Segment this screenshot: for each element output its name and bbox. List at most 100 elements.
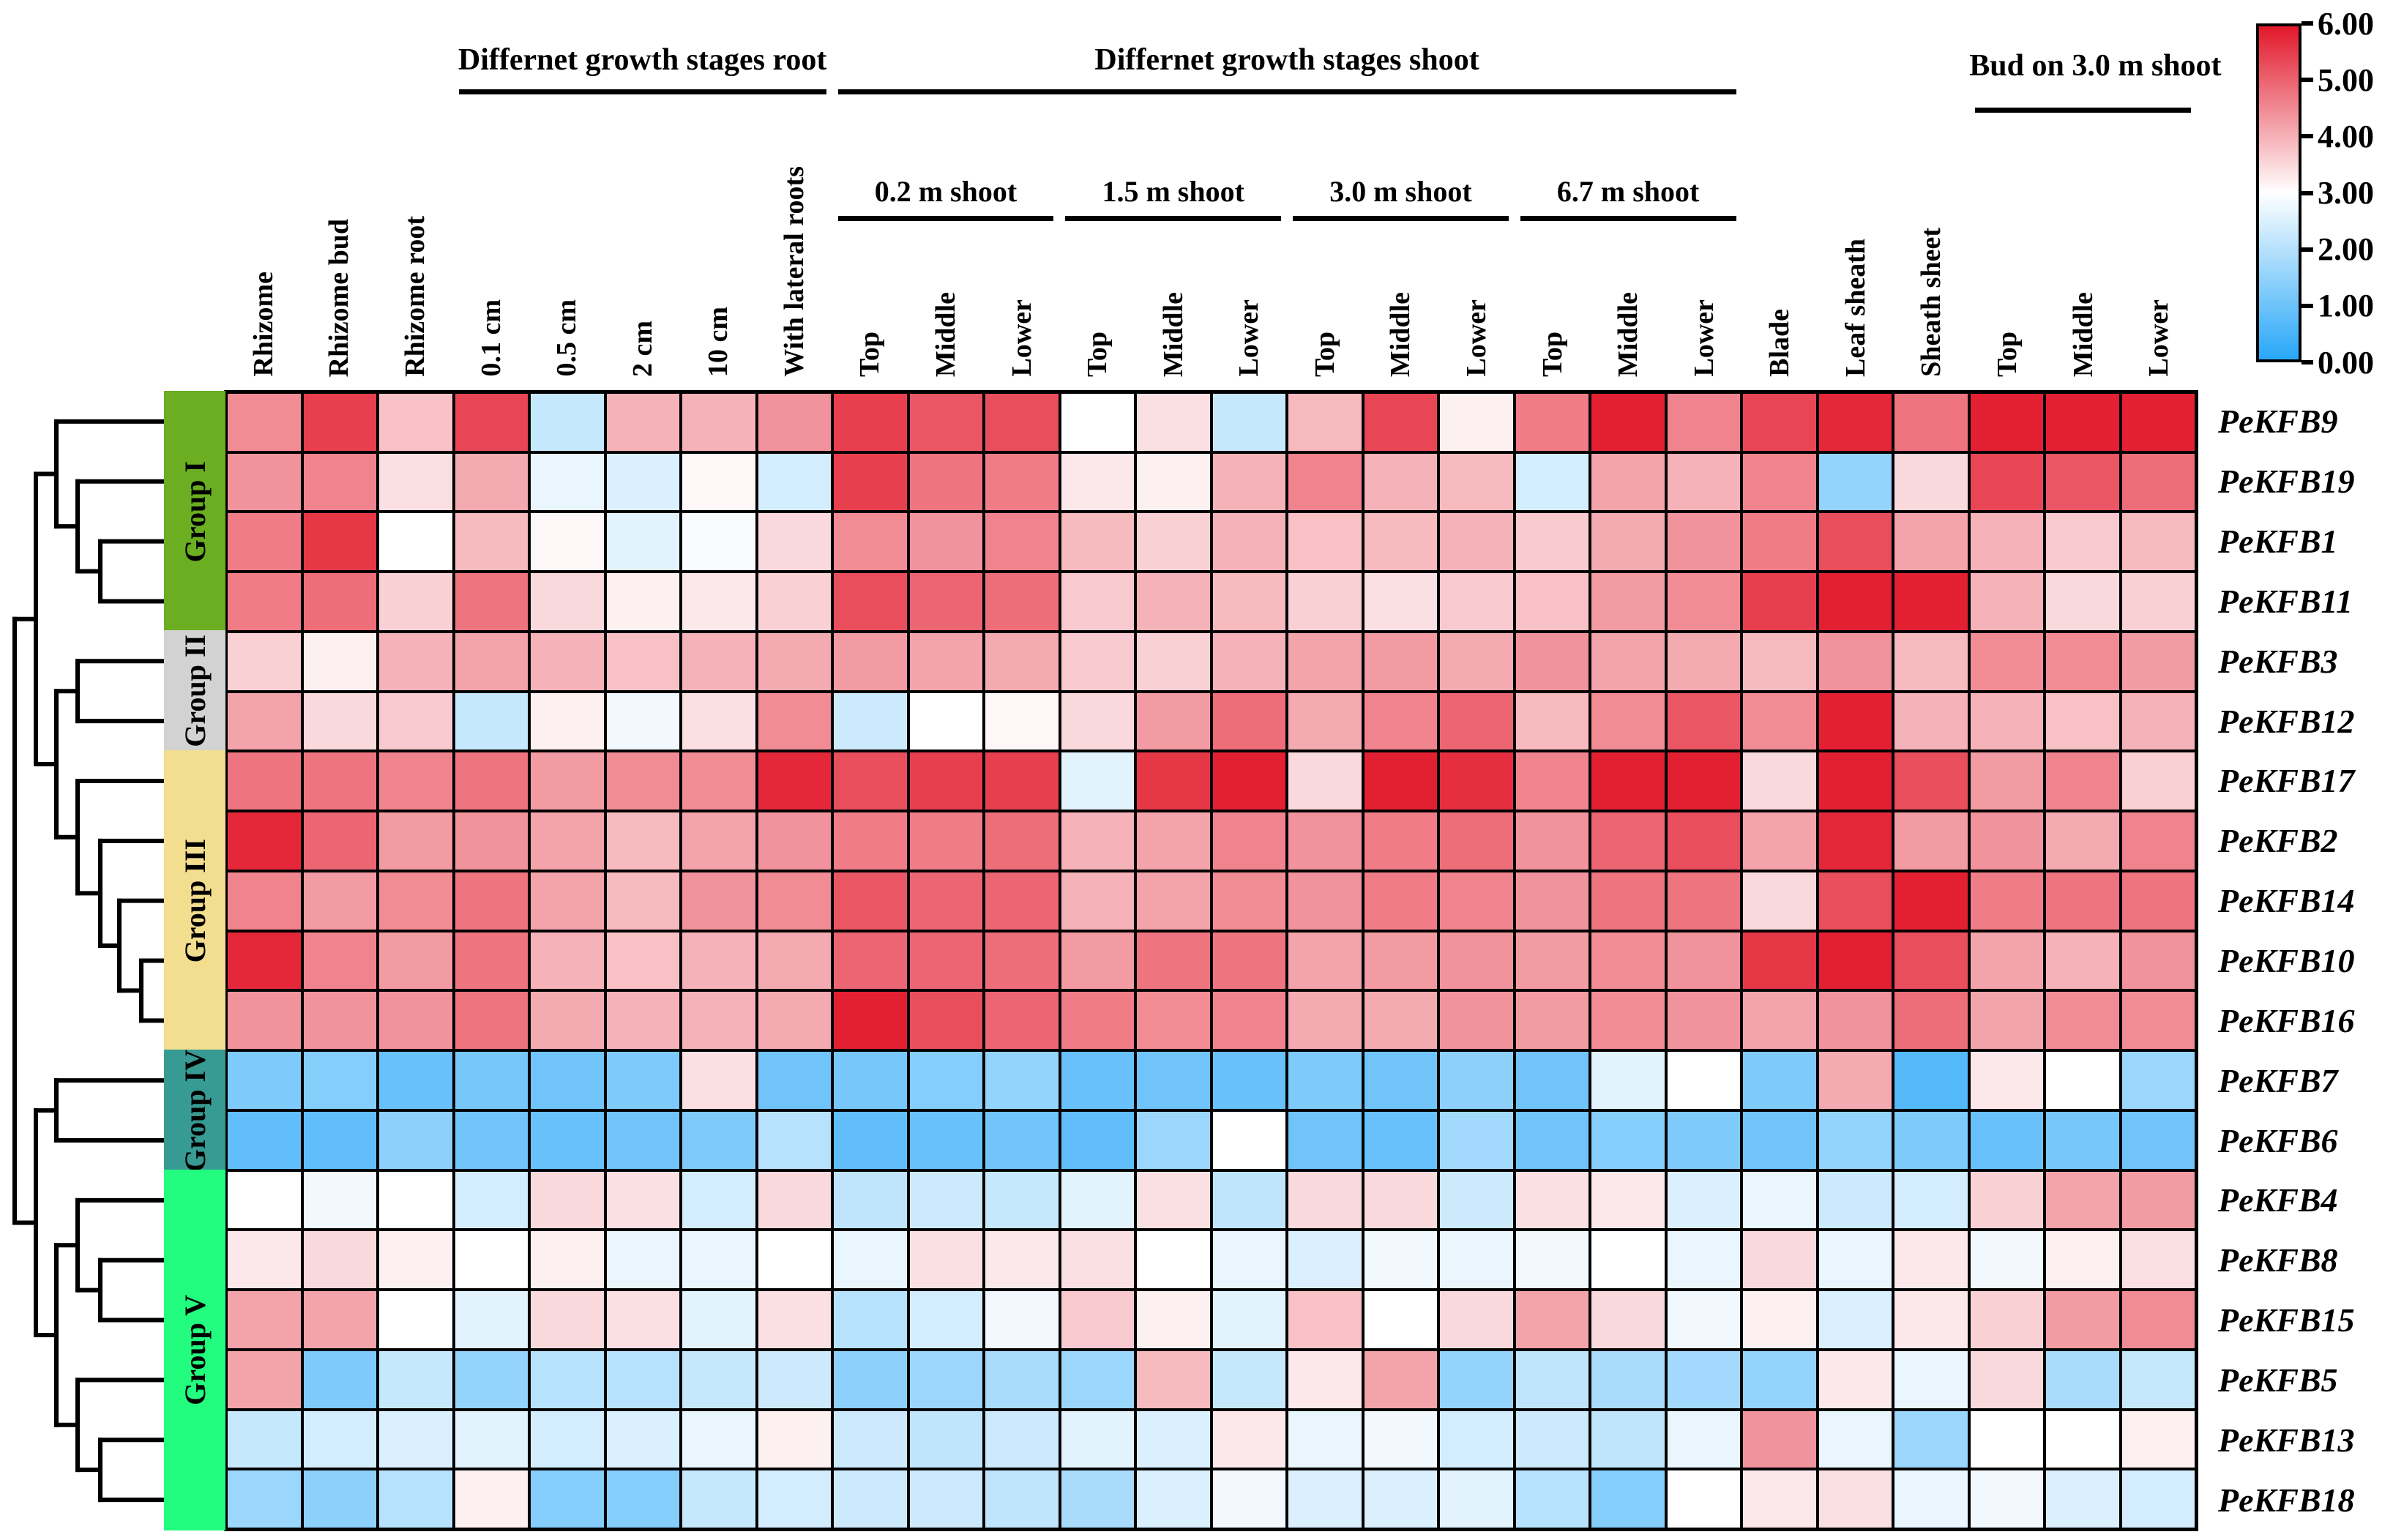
heatmap-cell: [2045, 1110, 2121, 1170]
heatmap-cell: [908, 1230, 984, 1290]
heatmap-cell: [453, 512, 529, 572]
column-label: Lower: [1220, 116, 1278, 377]
heatmap-cell: [908, 1349, 984, 1410]
heatmap-cell: [302, 930, 378, 991]
heatmap-cell: [226, 1170, 302, 1230]
heatmap-cell: [2045, 631, 2121, 692]
column-label: 0.1 cm: [462, 116, 520, 377]
heatmap-cell: [1514, 751, 1590, 812]
heatmap-cell: [1817, 1469, 1893, 1529]
heatmap-cell: [302, 811, 378, 871]
heatmap-cell: [1059, 1349, 1135, 1410]
heatmap-cell: [756, 572, 832, 632]
heatmap-cell: [1893, 691, 1969, 752]
heatmap-cell: [1665, 1110, 1741, 1170]
heatmap-cell: [453, 392, 529, 452]
heatmap-cell: [2120, 392, 2196, 452]
heatmap-cell: [1968, 512, 2045, 572]
heatmap-cell: [605, 452, 681, 512]
span-header: 1.5 m shoot: [1102, 175, 1244, 208]
heatmap-cell: [681, 930, 757, 991]
heatmap-cell: [1211, 452, 1287, 512]
heatmap-cell: [984, 1170, 1060, 1230]
heatmap-cell: [1438, 1110, 1515, 1170]
heatmap-cell: [302, 751, 378, 812]
heatmap-cell: [832, 572, 908, 632]
column-label-text: With lateral roots: [778, 166, 810, 377]
heatmap-cell: [2045, 1469, 2121, 1529]
heatmap-cell: [832, 1349, 908, 1410]
colorbar-tick: [2301, 21, 2313, 26]
group-band-label: Group III: [178, 838, 212, 963]
heatmap-cell: [1893, 452, 1969, 512]
heatmap-cell: [681, 1469, 757, 1529]
heatmap-cell: [1968, 631, 2045, 692]
heatmap-cell: [756, 1050, 832, 1110]
heatmap-cell: [529, 452, 605, 512]
heatmap-cell: [681, 751, 757, 812]
heatmap-cell: [605, 1349, 681, 1410]
heatmap-cell: [756, 1349, 832, 1410]
column-label: Leaf sheath: [1826, 116, 1885, 377]
span-header: 3.0 m shoot: [1329, 175, 1472, 208]
heatmap-cell: [1287, 1110, 1363, 1170]
span-header: Differnet growth stages shoot: [1094, 43, 1479, 77]
heatmap-cell: [529, 392, 605, 452]
heatmap-cell: [756, 631, 832, 692]
heatmap-cell: [2045, 751, 2121, 812]
heatmap-cell: [1287, 1409, 1363, 1470]
heatmap-cell: [2120, 811, 2196, 871]
column-label: Lower: [2129, 116, 2188, 377]
heatmap-cell: [1893, 990, 1969, 1051]
heatmap-cell: [1665, 751, 1741, 812]
gene-name: PeKFB2: [2218, 822, 2338, 860]
heatmap-cell: [302, 392, 378, 452]
heatmap-cell: [1059, 870, 1135, 931]
column-label: Lower: [1675, 116, 1733, 377]
heatmap-cell: [302, 512, 378, 572]
heatmap-cell: [908, 990, 984, 1051]
column-label-text: Top: [1537, 332, 1568, 377]
heatmap-cell: [2045, 512, 2121, 572]
heatmap-cell: [529, 572, 605, 632]
heatmap-cell: [1893, 392, 1969, 452]
gene-name: PeKFB17: [2218, 762, 2355, 800]
heatmap-cell: [1287, 1170, 1363, 1230]
heatmap-cell: [1135, 1230, 1212, 1290]
heatmap-cell: [984, 930, 1060, 991]
heatmap-cell: [908, 751, 984, 812]
heatmap-cell: [2120, 1110, 2196, 1170]
heatmap-cell: [1438, 691, 1515, 752]
colorbar-tick: [2301, 190, 2313, 195]
heatmap-cell: [1893, 512, 1969, 572]
heatmap-cell: [832, 512, 908, 572]
heatmap-cell: [984, 1110, 1060, 1170]
heatmap-cell: [1287, 870, 1363, 931]
span-header-underline: [837, 216, 1054, 221]
heatmap-cell: [226, 1469, 302, 1529]
heatmap-cell: [1590, 631, 1666, 692]
heatmap-cell: [984, 1349, 1060, 1410]
heatmap-cell: [226, 631, 302, 692]
span-header: Bud on 3.0 m shoot: [1969, 49, 2222, 83]
heatmap-cell: [908, 1170, 984, 1230]
heatmap-cell: [1893, 930, 1969, 991]
heatmap-cell: [1968, 1290, 2045, 1350]
heatmap-cell: [984, 1230, 1060, 1290]
heatmap-cell: [1059, 930, 1135, 991]
heatmap-cell: [1514, 452, 1590, 512]
group-band-label: Group II: [178, 635, 212, 748]
column-label-text: Middle: [2067, 291, 2099, 377]
heatmap-cell: [1741, 870, 1818, 931]
heatmap-cell: [226, 392, 302, 452]
heatmap-cell: [1287, 1349, 1363, 1410]
heatmap-cell: [1287, 572, 1363, 632]
heatmap-cell: [1287, 930, 1363, 991]
heatmap-cell: [1968, 572, 2045, 632]
heatmap-cell: [1590, 1349, 1666, 1410]
heatmap-cell: [453, 1349, 529, 1410]
heatmap-cell: [1741, 1170, 1818, 1230]
heatmap-cell: [302, 1170, 378, 1230]
heatmap-cell: [1741, 1290, 1818, 1350]
heatmap-cell: [1741, 1409, 1818, 1470]
